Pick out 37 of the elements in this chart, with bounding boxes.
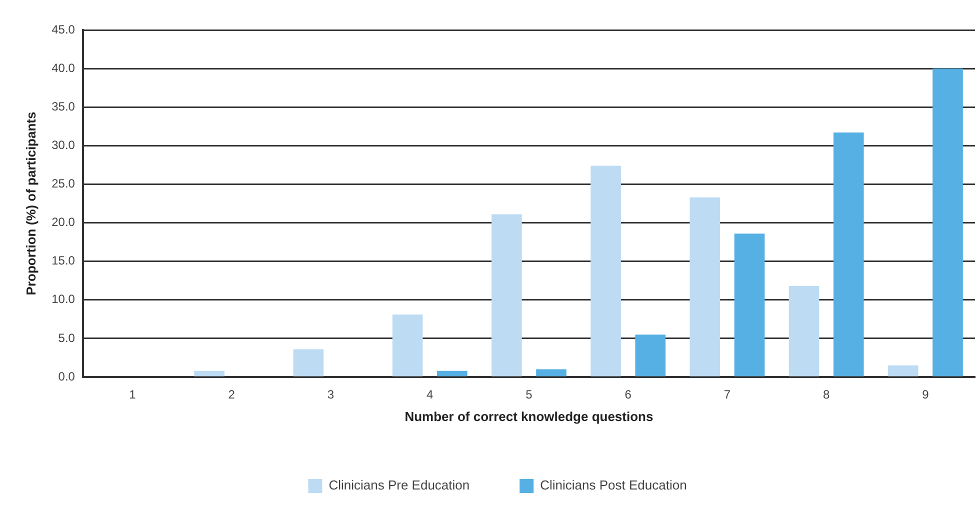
y-tick-label: 35.0 — [52, 99, 76, 114]
bar — [590, 166, 621, 376]
x-axis-title: Number of correct knowledge questions — [404, 408, 654, 424]
bar — [635, 334, 666, 376]
x-tick-label: 7 — [724, 388, 731, 402]
bar — [690, 197, 720, 376]
bar — [194, 370, 224, 376]
y-tick-label: 30.0 — [52, 138, 76, 152]
bar — [293, 349, 324, 376]
bar — [536, 369, 566, 376]
y-tick-label: 45.0 — [52, 22, 76, 36]
bar — [392, 314, 423, 376]
bar — [932, 68, 963, 376]
bar — [888, 365, 918, 376]
bar — [492, 214, 522, 376]
x-tick-label: 8 — [822, 388, 830, 402]
x-tick-label: 2 — [228, 388, 236, 402]
y-axis-title: Proportion (%) of participants — [23, 112, 38, 296]
bar — [788, 286, 820, 376]
y-tick-label: 0.0 — [58, 369, 76, 384]
y-tick-label: 5.0 — [58, 330, 76, 345]
x-tick-label: 6 — [624, 388, 632, 402]
y-tick-label: 40.0 — [52, 60, 76, 75]
x-tick-label: 1 — [129, 388, 136, 402]
bar — [437, 370, 468, 376]
bar — [734, 234, 765, 376]
legend-label: Clinicians Pre Education — [328, 478, 470, 493]
x-tick-label: 3 — [327, 388, 334, 402]
y-tick-label: 25.0 — [52, 176, 76, 191]
y-tick-label: 20.0 — [52, 215, 76, 230]
y-tick-label: 15.0 — [52, 254, 76, 268]
x-tick-label: 9 — [922, 388, 930, 402]
x-tick-label: 4 — [426, 388, 434, 402]
x-tick-label: 5 — [526, 388, 533, 402]
y-tick-label: 10.0 — [52, 292, 76, 306]
bar — [833, 132, 864, 376]
legend-label: Clinicians Post Education — [540, 478, 687, 493]
